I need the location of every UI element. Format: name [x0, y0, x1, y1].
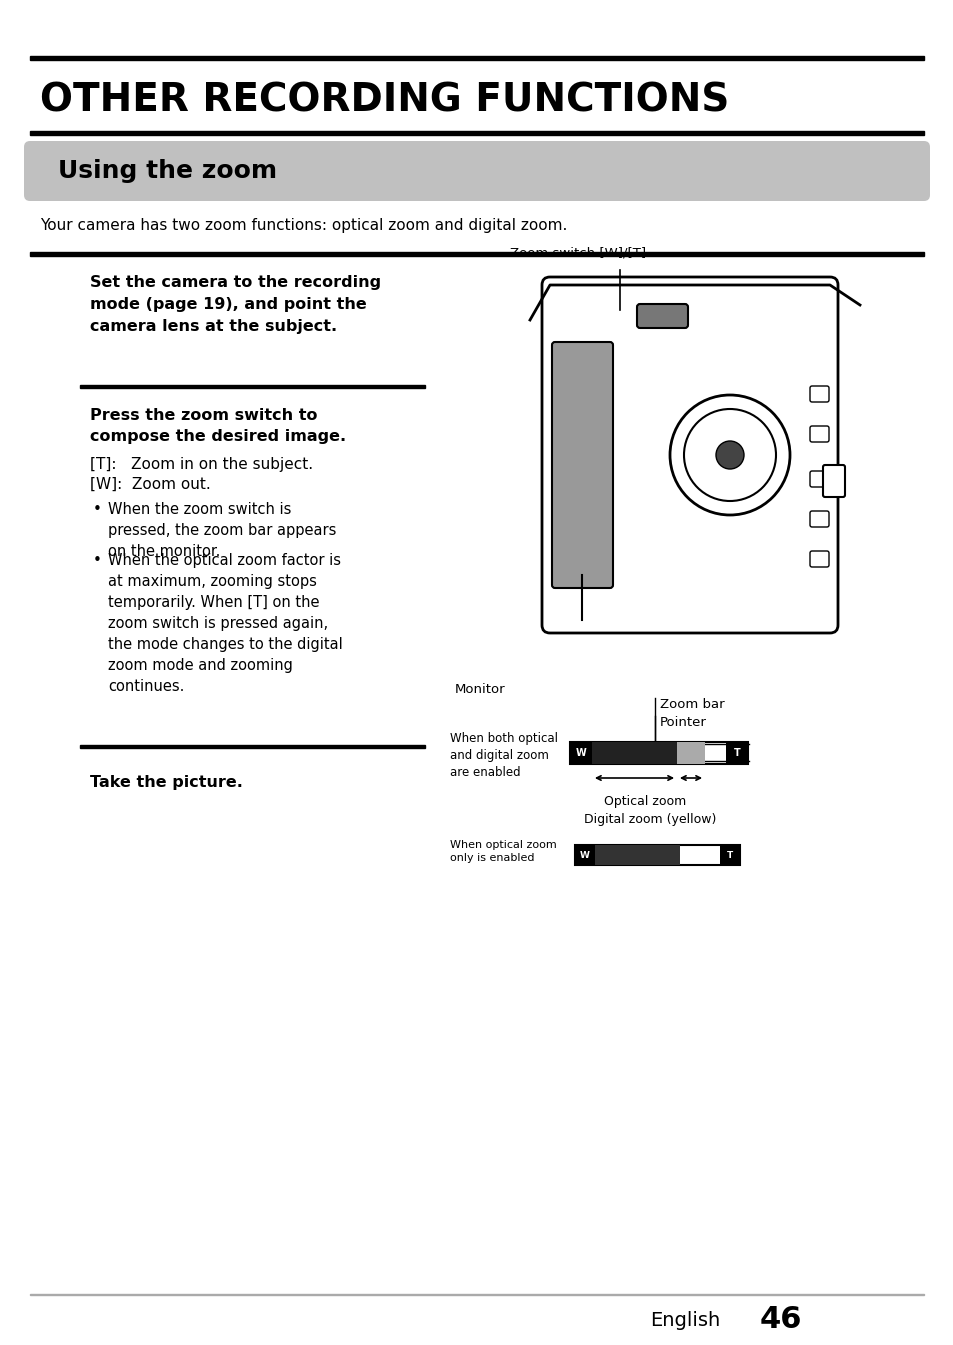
Text: •: • — [92, 553, 102, 568]
Bar — [595, 845, 679, 865]
Text: When the optical zoom factor is
at maximum, zooming stops
temporarily. When [T] : When the optical zoom factor is at maxim… — [108, 553, 342, 694]
Bar — [575, 845, 595, 865]
Text: [W]:  Zoom out.: [W]: Zoom out. — [90, 477, 211, 492]
Text: OTHER RECORDING FUNCTIONS: OTHER RECORDING FUNCTIONS — [40, 81, 729, 118]
Text: Press the zoom switch to
compose the desired image.: Press the zoom switch to compose the des… — [90, 408, 346, 444]
Text: •: • — [92, 502, 102, 516]
Text: W: W — [579, 850, 589, 859]
Text: When both optical
and digital zoom
are enabled: When both optical and digital zoom are e… — [450, 732, 558, 779]
Text: Digital zoom (yellow): Digital zoom (yellow) — [584, 812, 716, 826]
Circle shape — [716, 441, 743, 469]
Text: W: W — [575, 748, 586, 759]
Text: English: English — [649, 1310, 720, 1329]
Text: 46: 46 — [760, 1306, 801, 1334]
Text: Zoom bar: Zoom bar — [659, 698, 724, 712]
FancyBboxPatch shape — [637, 304, 687, 328]
Text: Using the zoom: Using the zoom — [58, 159, 276, 183]
Bar — [592, 742, 677, 764]
Text: Optical zoom: Optical zoom — [604, 795, 686, 808]
FancyBboxPatch shape — [809, 471, 828, 487]
Text: T: T — [733, 748, 740, 759]
FancyBboxPatch shape — [552, 342, 613, 588]
Bar — [575, 845, 740, 865]
FancyBboxPatch shape — [809, 511, 828, 527]
FancyBboxPatch shape — [541, 277, 837, 633]
Bar — [80, 745, 424, 748]
Text: When the zoom switch is
pressed, the zoom bar appears
on the monitor.: When the zoom switch is pressed, the zoo… — [108, 502, 336, 560]
Bar — [80, 385, 424, 387]
Bar — [569, 742, 592, 764]
Circle shape — [683, 409, 775, 500]
Text: Take the picture.: Take the picture. — [90, 775, 243, 790]
Bar — [720, 845, 740, 865]
Bar — [569, 742, 747, 764]
Text: [T]:   Zoom in on the subject.: [T]: Zoom in on the subject. — [90, 457, 313, 472]
Bar — [725, 742, 747, 764]
Text: T: T — [726, 850, 732, 859]
Text: Pointer: Pointer — [659, 716, 706, 729]
Text: Monitor: Monitor — [455, 683, 505, 695]
FancyBboxPatch shape — [809, 426, 828, 443]
Bar — [30, 130, 923, 134]
FancyBboxPatch shape — [822, 465, 844, 498]
Bar — [30, 56, 923, 61]
Text: Zoom switch [W]/[T]: Zoom switch [W]/[T] — [510, 247, 645, 260]
Bar — [677, 742, 704, 764]
Bar — [30, 252, 923, 256]
Bar — [30, 1294, 923, 1295]
Text: Set the camera to the recording
mode (page 19), and point the
camera lens at the: Set the camera to the recording mode (pa… — [90, 274, 381, 335]
FancyBboxPatch shape — [24, 141, 929, 200]
FancyBboxPatch shape — [809, 386, 828, 402]
FancyBboxPatch shape — [809, 551, 828, 568]
Text: Your camera has two zoom functions: optical zoom and digital zoom.: Your camera has two zoom functions: opti… — [40, 218, 567, 233]
Text: When optical zoom
only is enabled: When optical zoom only is enabled — [450, 841, 557, 863]
Circle shape — [669, 395, 789, 515]
